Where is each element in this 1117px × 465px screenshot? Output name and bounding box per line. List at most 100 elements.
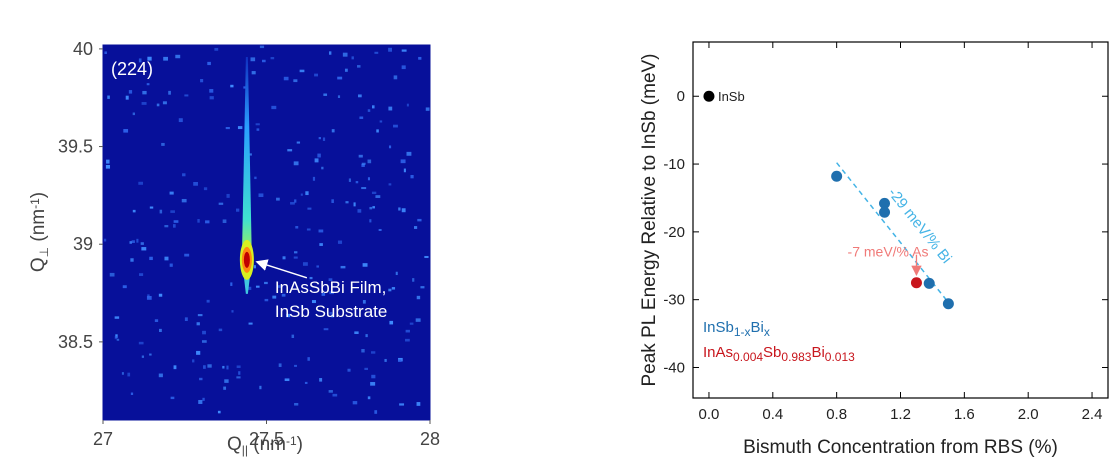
noise-dot <box>406 152 411 156</box>
noise-dot <box>185 317 188 321</box>
y-tick-label: -20 <box>663 224 685 241</box>
noise-dot <box>398 207 400 210</box>
noise-dot <box>262 60 266 62</box>
noise-dot <box>200 79 203 82</box>
noise-dot <box>420 286 424 288</box>
text-part: Bi <box>811 344 824 361</box>
data-point <box>831 171 842 182</box>
noise-dot <box>260 46 264 48</box>
noise-dot <box>357 209 361 213</box>
noise-dot <box>349 178 351 181</box>
text-part: ) <box>297 434 303 455</box>
y-tick-label: -30 <box>663 292 685 309</box>
noise-dot <box>142 102 147 105</box>
noise-dot <box>138 182 143 185</box>
noise-dot <box>226 194 229 198</box>
noise-dot <box>410 175 413 178</box>
noise-dot <box>372 206 375 208</box>
legend-entry: InSb <box>718 89 745 104</box>
noise-dot <box>132 240 135 243</box>
noise-dot <box>353 401 358 404</box>
noise-dot <box>283 256 286 259</box>
noise-dot <box>352 56 354 59</box>
noise-dot <box>199 378 202 380</box>
noise-dot <box>410 323 414 325</box>
noise-dot <box>392 287 395 290</box>
noise-dot <box>338 95 340 98</box>
noise-dot <box>198 314 203 316</box>
noise-dot <box>398 359 401 361</box>
noise-dot <box>341 266 346 268</box>
noise-dot <box>115 336 117 339</box>
noise-dot <box>303 262 308 266</box>
noise-dot <box>226 366 228 370</box>
text-part: ) <box>28 192 49 198</box>
text-part: Q <box>28 257 49 272</box>
noise-dot <box>412 278 414 282</box>
noise-dot <box>417 296 420 299</box>
noise-dot <box>184 94 188 96</box>
noise-dot <box>319 229 324 232</box>
data-point <box>943 298 954 309</box>
noise-dot <box>307 228 311 230</box>
noise-dot <box>329 51 331 54</box>
noise-dot <box>406 330 410 333</box>
text-part: 1-x <box>734 325 751 339</box>
noise-dot <box>294 403 298 406</box>
page: (224)InAsSbBi Film,InSb Substrate2727.52… <box>0 0 1117 465</box>
noise-dot <box>159 329 162 332</box>
noise-dot <box>171 397 175 399</box>
noise-dot <box>368 396 371 399</box>
x-axis-label: Q|| (nm-1) <box>227 434 303 457</box>
noise-dot <box>182 173 185 176</box>
noise-dot <box>389 321 393 325</box>
y-tick-label: 40 <box>73 39 93 59</box>
noise-dot <box>331 199 334 203</box>
noise-dot <box>139 273 143 276</box>
noise-dot <box>364 368 368 370</box>
noise-dot <box>157 104 160 107</box>
y-tick-label: 38.5 <box>58 332 93 352</box>
noise-dot <box>159 374 163 378</box>
noise-dot <box>159 294 162 297</box>
noise-dot <box>257 128 260 130</box>
noise-dot <box>363 263 368 267</box>
x-tick-label: 0.0 <box>699 406 720 423</box>
noise-dot <box>297 142 300 144</box>
plot-frame <box>693 42 1108 398</box>
noise-dot <box>285 378 290 381</box>
noise-dot <box>202 340 207 343</box>
noise-dot <box>252 71 256 74</box>
noise-dot <box>319 243 323 246</box>
noise-dot <box>214 48 218 51</box>
noise-dot <box>402 49 407 51</box>
noise-dot <box>388 107 392 111</box>
noise-dot <box>384 359 386 362</box>
data-point <box>924 278 935 289</box>
x-tick-label: 1.6 <box>954 406 975 423</box>
noise-dot <box>368 109 370 112</box>
noise-dot <box>271 57 275 59</box>
noise-dot <box>133 113 135 116</box>
noise-dot <box>106 165 110 169</box>
noise-dot <box>218 411 221 413</box>
as-label: -7 meV/% As <box>848 244 929 260</box>
noise-dot <box>389 145 391 148</box>
noise-dot <box>324 328 329 330</box>
noise-dot <box>147 294 149 298</box>
y-tick-label: -40 <box>663 359 685 376</box>
noise-dot <box>192 359 194 362</box>
noise-dot <box>123 285 127 288</box>
noise-dot <box>155 319 158 322</box>
noise-dot <box>202 331 206 335</box>
noise-dot <box>231 310 233 312</box>
noise-dot <box>333 394 338 397</box>
text-part: -1 <box>28 198 42 209</box>
noise-dot <box>276 198 280 201</box>
noise-dot <box>204 187 207 190</box>
noise-dot <box>139 342 144 345</box>
text-part: Bi <box>751 319 764 336</box>
noise-dot <box>293 79 297 82</box>
panel-label: (224) <box>111 59 153 79</box>
noise-dot <box>164 257 168 261</box>
